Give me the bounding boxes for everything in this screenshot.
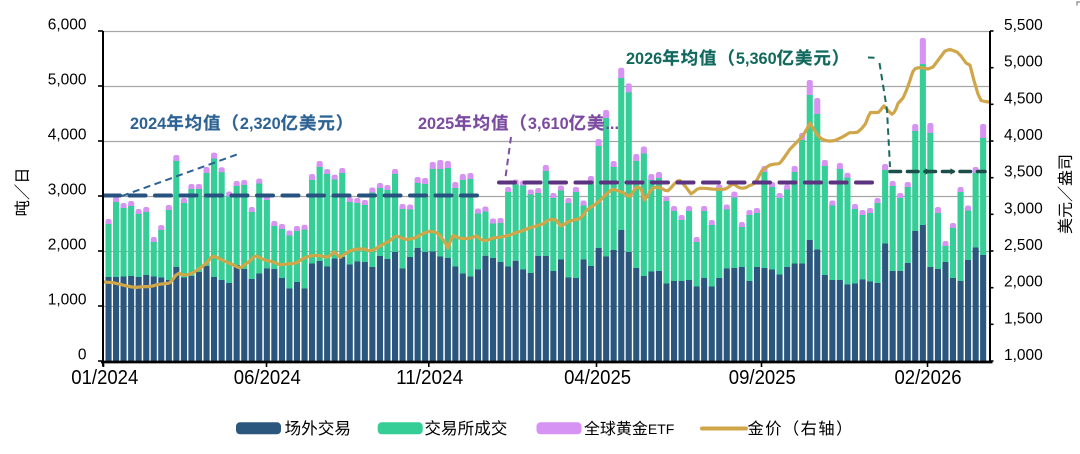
svg-text:5,000: 5,000 — [48, 72, 87, 89]
svg-text:09/2025: 09/2025 — [729, 367, 796, 389]
svg-text:6,000: 6,000 — [48, 17, 87, 34]
svg-text:5,000: 5,000 — [1004, 54, 1043, 71]
svg-text:4,000: 4,000 — [48, 127, 87, 144]
svg-text:2,000: 2,000 — [48, 237, 87, 254]
svg-text:01/2024: 01/2024 — [71, 367, 138, 389]
svg-text:4,500: 4,500 — [1004, 90, 1043, 107]
svg-text:04/2025: 04/2025 — [564, 367, 631, 389]
svg-text:1,000: 1,000 — [48, 292, 87, 309]
svg-text:0: 0 — [78, 347, 87, 364]
svg-text:1,500: 1,500 — [1004, 310, 1043, 327]
svg-text:3,000: 3,000 — [1004, 200, 1043, 217]
svg-text:02/2026: 02/2026 — [895, 367, 962, 389]
svg-text:5,360: 5,360 — [736, 50, 777, 68]
svg-text:4,000: 4,000 — [1004, 127, 1043, 144]
svg-text:3,000: 3,000 — [48, 182, 87, 199]
svg-text:2,500: 2,500 — [1004, 237, 1043, 254]
svg-text:11/2024: 11/2024 — [396, 367, 463, 389]
svg-text:2026: 2026 — [626, 50, 662, 68]
svg-text:3,610: 3,610 — [528, 115, 569, 133]
svg-text:2,000: 2,000 — [1004, 274, 1043, 291]
svg-text:1,000: 1,000 — [1004, 347, 1043, 364]
svg-text:2024: 2024 — [130, 115, 166, 133]
svg-text:3,500: 3,500 — [1004, 164, 1043, 181]
svg-text:2025: 2025 — [418, 115, 454, 133]
svg-text:ETF: ETF — [648, 421, 674, 437]
svg-text:2,320: 2,320 — [240, 115, 281, 133]
svg-text:06/2024: 06/2024 — [234, 367, 301, 389]
svg-text:5,500: 5,500 — [1004, 17, 1043, 34]
svg-text:...: ... — [605, 115, 619, 133]
